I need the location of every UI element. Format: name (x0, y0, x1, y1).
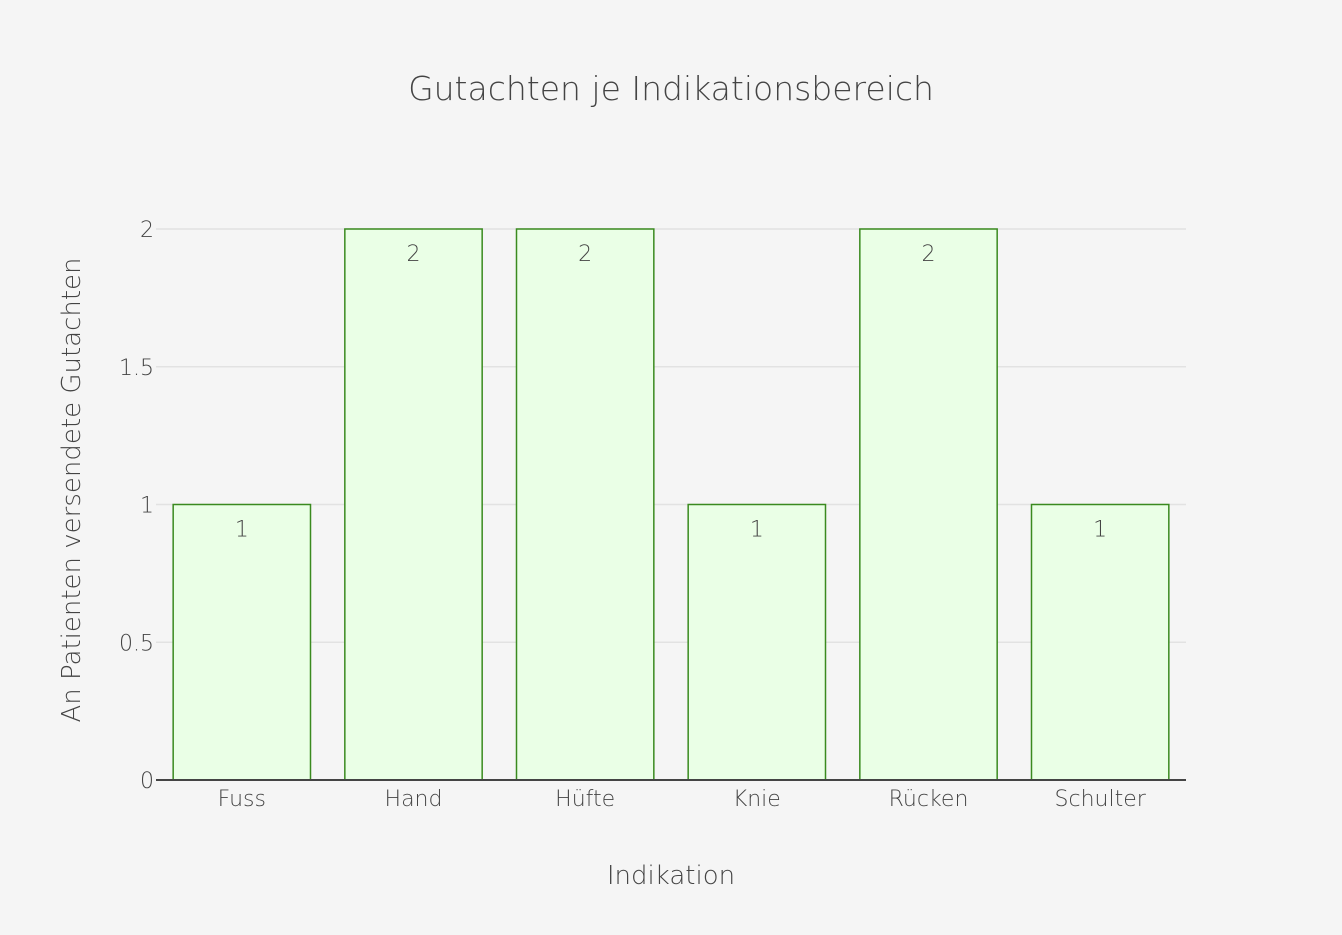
bar-schulter (1030, 503, 1170, 781)
y-axis-ticks: 0 0.5 1 1.5 2 (119, 218, 154, 794)
data-label: 1 (1093, 518, 1107, 543)
bar-fuss (172, 503, 312, 781)
bar-hand (344, 228, 483, 781)
y-axis-title: An Patienten versendete Gutachten (57, 257, 87, 722)
data-label: 2 (578, 242, 592, 267)
x-axis-ticks: Fuss Hand Hüfte Knie Rücken Schulter (218, 787, 1147, 812)
x-tick-label: Knie (733, 787, 781, 812)
gridlines (156, 228, 1186, 643)
data-label: 2 (922, 242, 936, 267)
x-tick-label: Rücken (889, 787, 969, 812)
bar-hüfte (515, 228, 655, 781)
data-label: 2 (407, 242, 421, 267)
y-tick-label: 1 (140, 494, 154, 519)
x-tick-label: Schulter (1055, 787, 1147, 812)
chart-title: Gutachten je Indikationsbereich (408, 69, 934, 108)
x-tick-label: Fuss (218, 787, 266, 812)
y-tick-label: 2 (140, 218, 154, 243)
bar-knie (687, 503, 827, 781)
x-tick-label: Hand (385, 787, 443, 812)
bars (172, 228, 1170, 781)
bar-rücken (859, 228, 998, 781)
y-tick-label: 1.5 (119, 356, 154, 381)
y-tick-label: 0 (140, 769, 154, 794)
x-tick-label: Hüfte (555, 787, 615, 812)
data-labels: 1 2 2 1 2 1 (235, 242, 1107, 543)
x-axis-title: Indikation (607, 861, 735, 891)
y-tick-label: 0.5 (119, 631, 154, 656)
data-label: 1 (235, 518, 249, 543)
data-label: 1 (750, 518, 764, 543)
